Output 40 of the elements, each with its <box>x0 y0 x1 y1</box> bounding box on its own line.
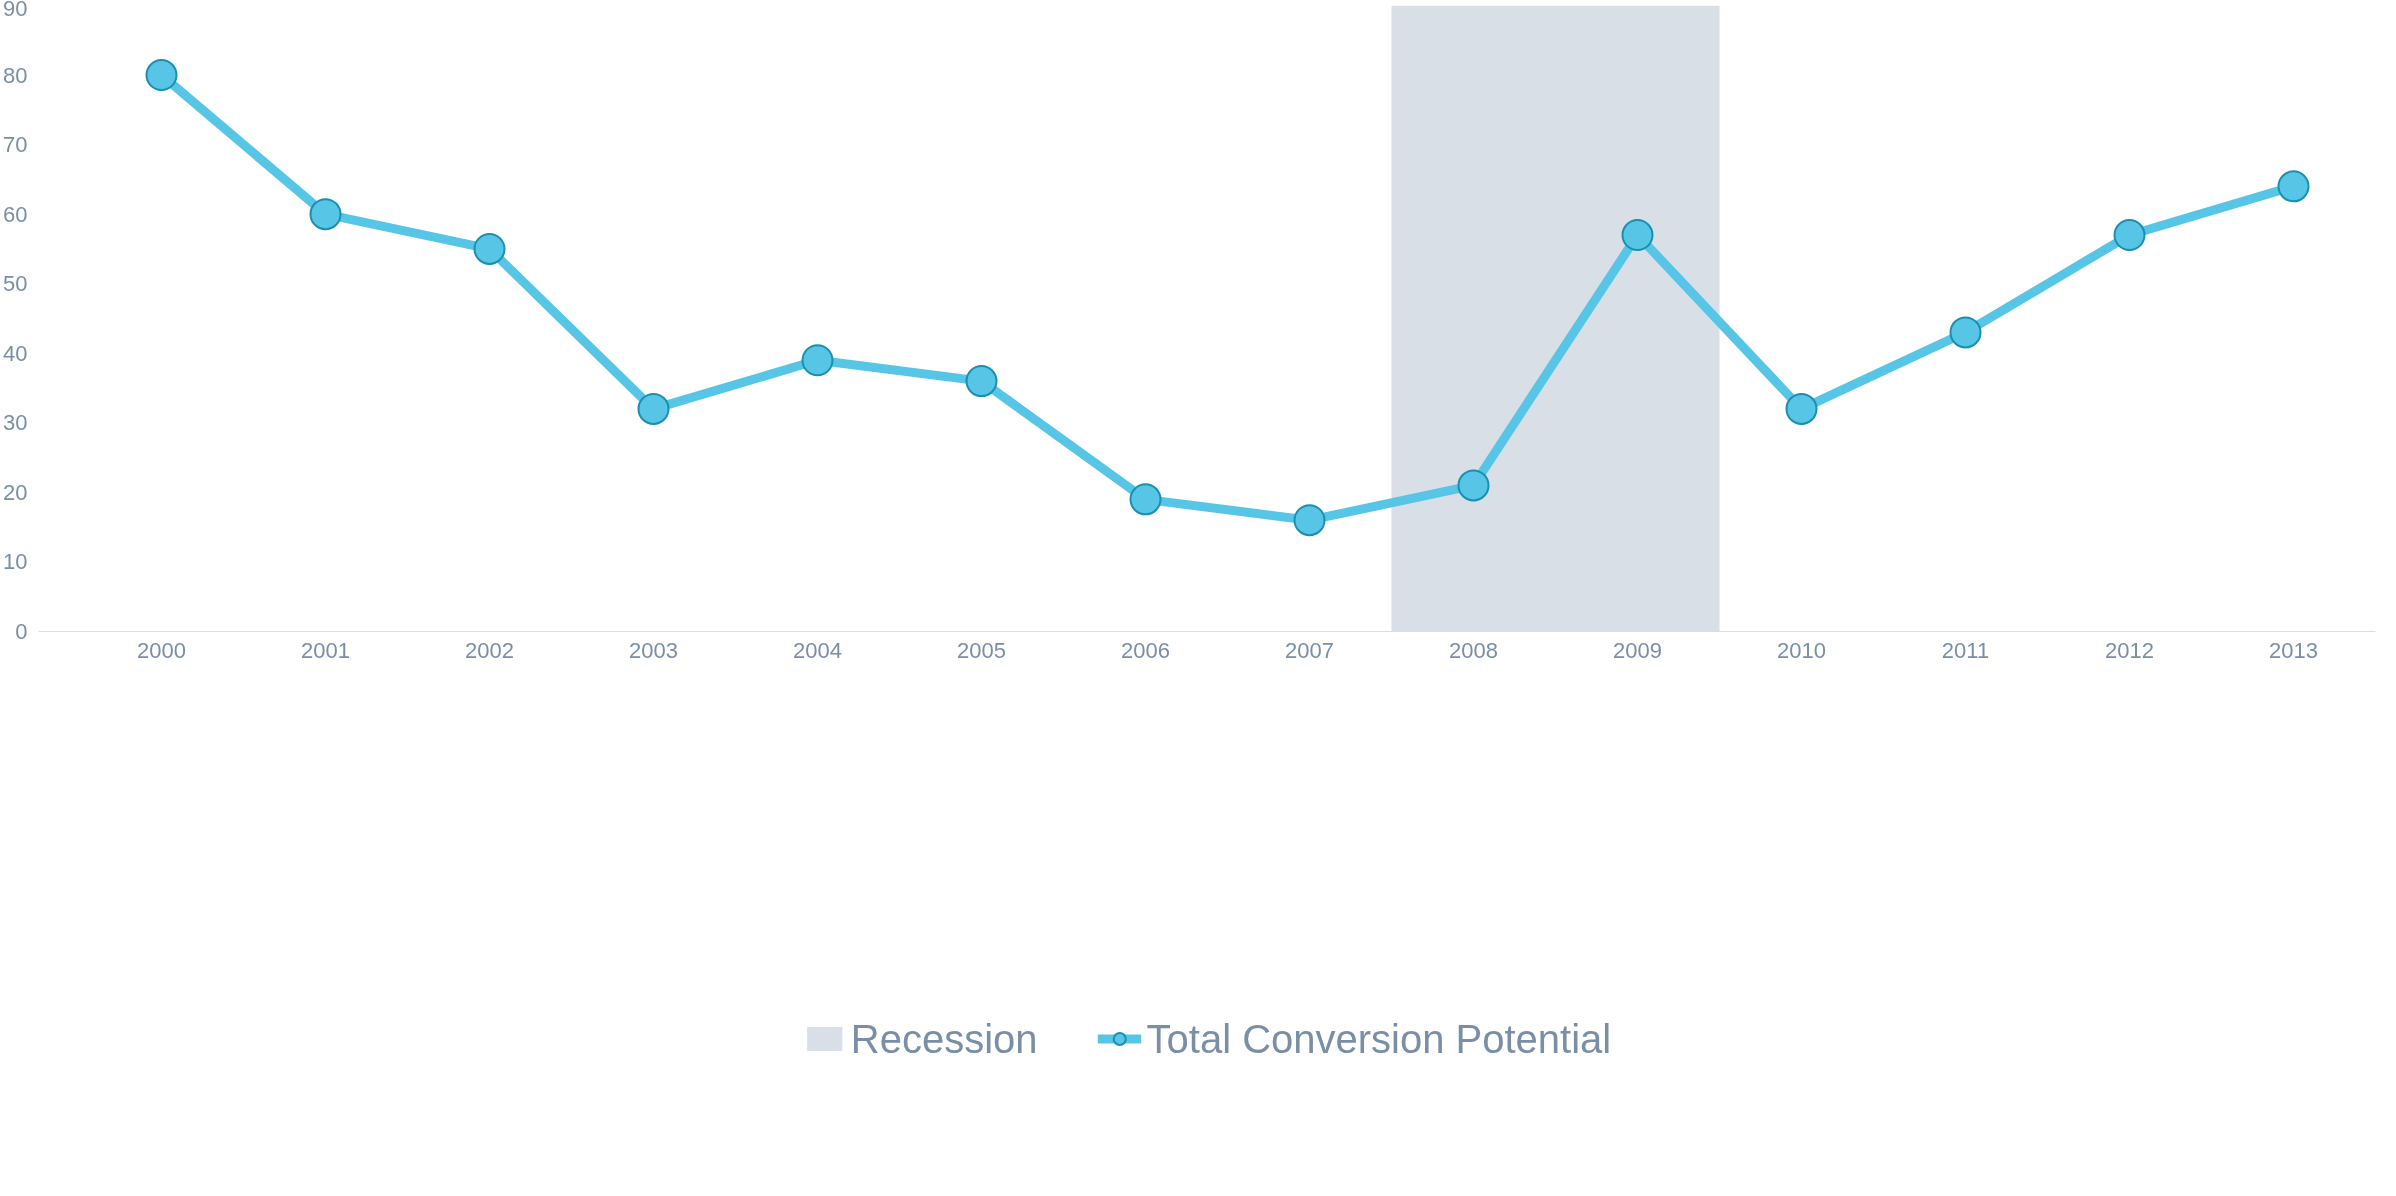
point <box>145 59 178 92</box>
point <box>1129 483 1162 516</box>
point <box>309 198 342 231</box>
y-tick-label: 30 <box>3 410 28 436</box>
point <box>965 365 998 398</box>
y-tick-label: 60 <box>3 201 28 227</box>
y-tick-label: 80 <box>3 62 28 88</box>
point <box>2113 219 2146 251</box>
point <box>801 344 834 377</box>
point <box>1621 219 1654 251</box>
point <box>1457 469 1490 502</box>
x-tick-label: 2000 <box>137 637 186 663</box>
point <box>637 392 670 425</box>
point <box>2277 170 2310 203</box>
x-tick-label: 2007 <box>1285 637 1334 663</box>
x-tick-label: 2005 <box>957 637 1006 663</box>
y-tick-label: 40 <box>3 340 28 366</box>
x-tick-label: 2003 <box>629 637 678 663</box>
y-tick-label: 70 <box>3 132 28 158</box>
point <box>1785 392 1818 425</box>
x-tick-label: 2006 <box>1121 637 1170 663</box>
y-tick-label: 90 <box>3 0 28 21</box>
point <box>1293 504 1326 537</box>
point <box>473 232 506 265</box>
x-tick-label: 2011 <box>1941 637 1990 663</box>
x-tick-label: 2004 <box>793 637 842 663</box>
x-tick-label: 2010 <box>1777 637 1826 663</box>
legend-label: Total Conversion Potential <box>1146 1016 1612 1062</box>
y-tick-label: 0 <box>15 619 28 644</box>
x-tick-label: 2009 <box>1613 637 1662 663</box>
x-tick-label: 2002 <box>465 637 514 663</box>
point <box>1949 316 1982 349</box>
legend-label: Recession <box>850 1016 1038 1062</box>
y-tick-label: 20 <box>3 479 28 505</box>
x-tick-label: 2013 <box>2269 637 2318 663</box>
x-tick-label: 2012 <box>2105 637 2154 663</box>
x-tick-label: 2001 <box>301 637 350 663</box>
y-tick-label: 10 <box>3 549 28 575</box>
x-tick-label: 2008 <box>1449 637 1498 663</box>
y-tick-label: 50 <box>3 271 28 297</box>
